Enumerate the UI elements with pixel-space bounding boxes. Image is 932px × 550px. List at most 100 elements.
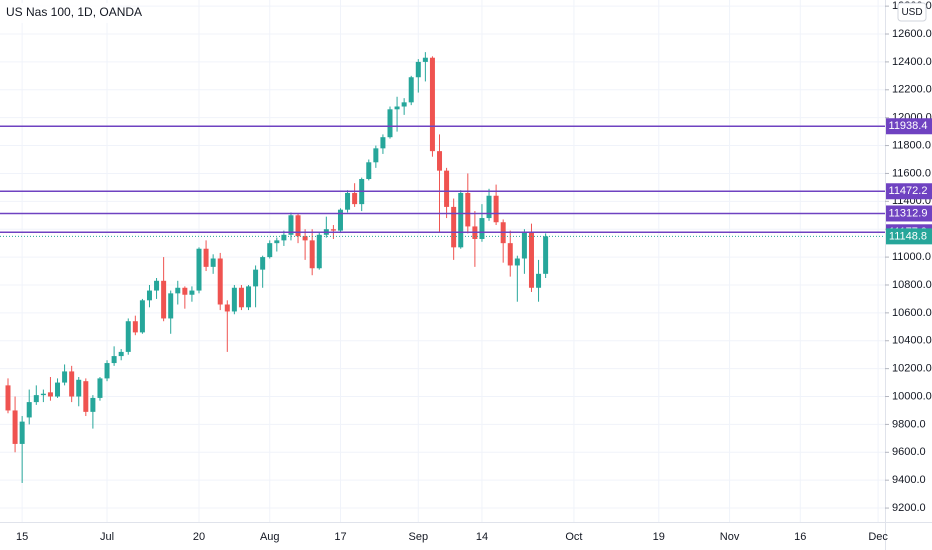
x-tick-label: 16 (794, 531, 806, 543)
candle-body (514, 258, 520, 266)
candle-body (40, 393, 46, 396)
candle-body (429, 57, 435, 152)
candle-body (337, 209, 343, 231)
candle-body (437, 151, 443, 171)
candle-body (401, 102, 407, 107)
candle-body (196, 248, 202, 291)
chart-title: US Nas 100, 1D, OANDA (6, 5, 142, 19)
candle-body (111, 356, 117, 364)
candle-body (55, 382, 61, 397)
candle-body (161, 280, 167, 319)
candle-body (104, 363, 110, 379)
candle-body (316, 234, 322, 269)
candle-body (479, 218, 485, 239)
y-tick-label: 10800.0 (892, 279, 932, 291)
currency-badge[interactable] (897, 2, 927, 22)
level-label: 11312.9 (889, 207, 928, 219)
candle-body (260, 257, 266, 270)
level-label-box (886, 183, 932, 200)
y-tick-label: 11800.0 (892, 139, 931, 151)
y-tick-label: 11600.0 (892, 167, 931, 179)
grid (0, 0, 885, 522)
candle-body (507, 243, 513, 266)
candle-body (182, 287, 188, 295)
x-tick-label: 15 (16, 531, 28, 543)
candle-body (458, 192, 464, 248)
candle-body (132, 321, 138, 333)
candle-body (224, 304, 230, 312)
y-tick-label: 12200.0 (892, 84, 932, 96)
candle-body (288, 215, 294, 235)
candle-body (175, 287, 181, 294)
axes: 9200.0 9400.0 9600.0 9800.0 10000.0 10200.0 10… (16, 0, 932, 543)
candle-body (486, 195, 492, 219)
candle-body (33, 395, 39, 403)
candle-body (444, 170, 450, 207)
last-price-box (886, 228, 932, 245)
x-tick-label: 19 (653, 531, 665, 543)
candle-body (493, 195, 499, 223)
candle-body (118, 351, 124, 357)
y-tick-label: 10000.0 (892, 390, 932, 402)
x-tick-label: 17 (334, 531, 346, 543)
candle-body (125, 321, 131, 352)
candle-body (76, 379, 82, 397)
candle-body (330, 229, 336, 231)
candle-body (352, 192, 358, 205)
candle-body (281, 234, 287, 241)
candle-body (139, 300, 145, 333)
x-tick-label: 20 (193, 531, 205, 543)
level-label-box (886, 205, 932, 222)
candle-body (536, 273, 542, 288)
candle-body (62, 371, 68, 383)
y-tick-label: 10200.0 (892, 363, 932, 375)
candle-body (154, 280, 160, 291)
candle-body (274, 240, 280, 244)
candle-body (528, 232, 534, 288)
candle-body (373, 148, 379, 163)
candle-body (387, 109, 393, 138)
candle-body (380, 137, 386, 149)
candle-body (521, 232, 527, 259)
level-label: 11938.4 (889, 120, 928, 132)
candle-body (309, 240, 315, 269)
candle-body (47, 392, 53, 397)
candle-body (5, 385, 11, 411)
y-tick-label: 10600.0 (892, 307, 932, 319)
x-tick-label: Aug (260, 531, 280, 543)
y-tick-label: 11000.0 (892, 251, 931, 263)
candle-body (69, 371, 75, 397)
candle-body (366, 162, 372, 180)
candle-body (90, 397, 96, 412)
candle-body (465, 192, 471, 227)
y-tick-label: 9200.0 (892, 502, 926, 514)
candle-body (26, 402, 32, 418)
level-label-box (886, 118, 932, 135)
y-tick-label: 9400.0 (892, 474, 926, 486)
candle-body (12, 410, 18, 444)
x-tick-label: Oct (565, 531, 582, 543)
candle-body (451, 206, 457, 248)
candle-body (295, 215, 301, 237)
title-backdrop (0, 3, 116, 23)
candle-body (408, 77, 414, 103)
y-tick-label: 12400.0 (892, 56, 932, 68)
x-tick-label: Jul (100, 531, 114, 543)
candle-body (415, 61, 421, 78)
candle-body (83, 381, 89, 412)
candle-body (203, 248, 209, 267)
candle-body (231, 287, 237, 312)
y-tick-label: 12600.0 (892, 28, 932, 40)
candle-body (146, 290, 152, 301)
y-tick-label: 9800.0 (892, 418, 926, 430)
candle-body (210, 258, 216, 267)
candle-body (19, 421, 25, 444)
x-tick-label: Nov (720, 531, 740, 543)
candle-body (253, 269, 259, 287)
candle-body (302, 236, 308, 241)
candle-body (189, 290, 195, 295)
candle-body (267, 243, 273, 258)
